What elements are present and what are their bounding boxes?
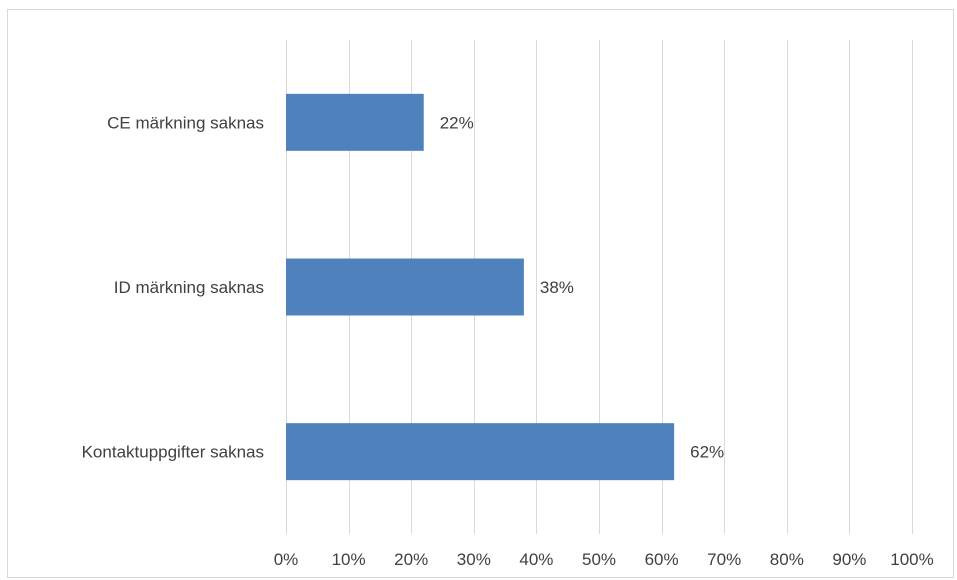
x-tick-label-10: 10% bbox=[332, 550, 366, 569]
x-tick-label-0: 0% bbox=[274, 550, 299, 569]
category-label-2: ID märkning saknas bbox=[114, 278, 264, 297]
x-tick-label-30: 30% bbox=[457, 550, 491, 569]
data-label-1: 22% bbox=[440, 113, 474, 132]
data-label-3: 62% bbox=[690, 443, 724, 462]
x-axis-tick-labels: 0% 10% 20% 30% 40% 50% 60% 70% 80% 90% 100% bbox=[274, 550, 934, 569]
x-tick-label-70: 70% bbox=[707, 550, 741, 569]
x-tick-label-40: 40% bbox=[519, 550, 553, 569]
category-labels: CE märkning saknas ID märkning saknas Kont… bbox=[82, 113, 264, 461]
x-tick-label-80: 80% bbox=[770, 550, 804, 569]
category-label-3: Kontaktuppgifter saknas bbox=[82, 443, 264, 462]
x-tick-label-50: 50% bbox=[582, 550, 616, 569]
data-label-2: 38% bbox=[540, 278, 574, 297]
x-tick-label-100: 100% bbox=[890, 550, 933, 569]
x-tick-label-90: 90% bbox=[832, 550, 866, 569]
category-label-1: CE märkning saknas bbox=[107, 113, 264, 132]
bar-2 bbox=[286, 258, 524, 316]
bar-1 bbox=[286, 93, 424, 151]
x-tick-label-20: 20% bbox=[394, 550, 428, 569]
x-tick-label-60: 60% bbox=[645, 550, 679, 569]
bar-3 bbox=[286, 423, 675, 481]
data-labels: 22% 38% 62% bbox=[440, 113, 724, 461]
bars bbox=[286, 93, 675, 481]
